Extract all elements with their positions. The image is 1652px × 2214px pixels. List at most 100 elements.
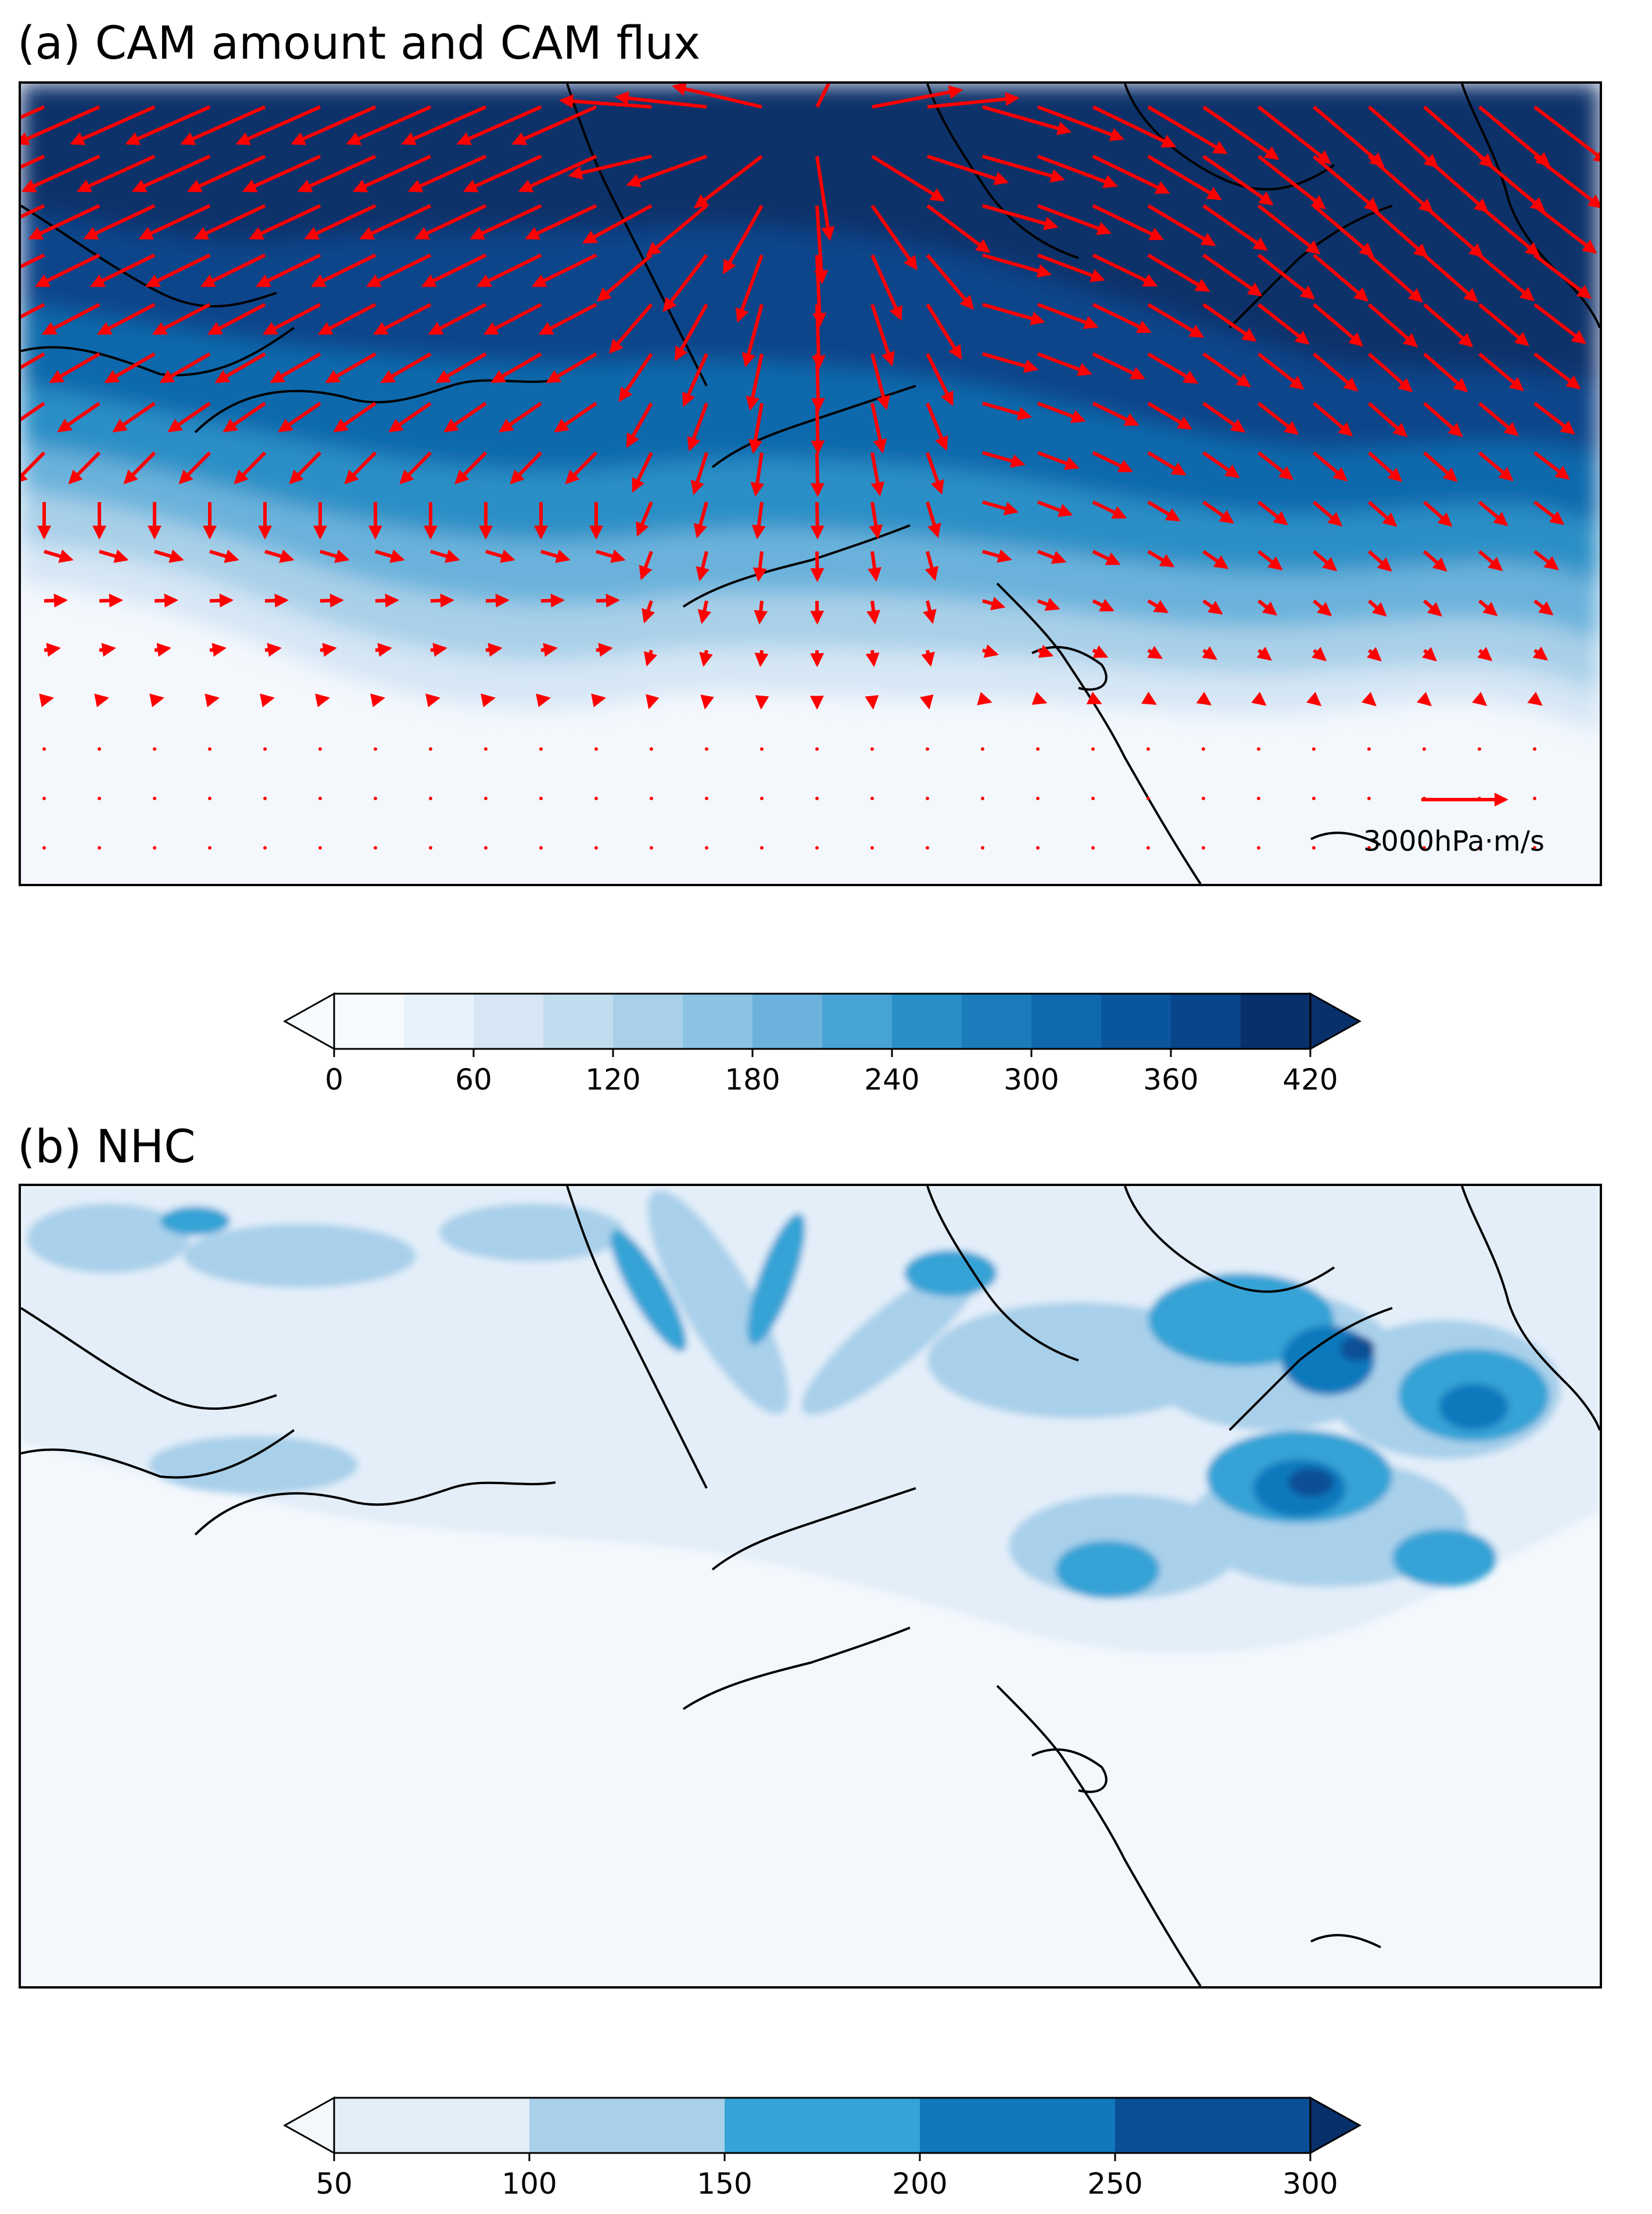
flux-vector — [1533, 500, 1565, 525]
flux-vector — [1141, 692, 1157, 705]
flux-vector — [242, 155, 321, 192]
flux-vector — [1037, 253, 1105, 282]
flux-vector — [1031, 692, 1048, 705]
flux-vector — [304, 204, 377, 240]
flux-vector — [1533, 303, 1586, 345]
flux-vector — [926, 254, 974, 310]
flux-vector — [485, 643, 503, 657]
flux-vector-dot — [1257, 797, 1260, 800]
flux-vector — [260, 693, 275, 708]
flux-vector — [1423, 599, 1442, 617]
flux-vector — [76, 155, 156, 192]
flux-vector — [1147, 451, 1187, 476]
flux-vector — [927, 155, 1009, 185]
flux-vector — [868, 551, 881, 582]
flux-vector — [924, 551, 939, 581]
flux-vector — [44, 549, 74, 563]
flux-vector — [1423, 253, 1479, 303]
flux-vector-dot — [1202, 846, 1205, 850]
flux-vector — [618, 353, 653, 402]
flux-vector — [1147, 500, 1181, 522]
flux-vector — [626, 402, 653, 448]
flux-vector — [235, 105, 321, 145]
flux-vector — [463, 155, 542, 192]
flux-vector — [722, 205, 764, 274]
colorbar-a-segment — [962, 994, 1032, 1049]
flux-vector — [154, 643, 171, 657]
flux-vector — [401, 105, 487, 145]
flux-vector — [454, 451, 488, 485]
flux-vector — [264, 643, 282, 657]
flux-vector — [430, 643, 447, 657]
flux-vector-dot — [1312, 747, 1316, 751]
colorbar-a-segment — [404, 994, 474, 1049]
panel-a-title: (a) CAM amount and CAM flux — [17, 17, 701, 70]
flux-vector — [540, 643, 558, 657]
flux-vector — [223, 402, 266, 433]
flux-vector — [923, 600, 937, 624]
flux-vector-dot — [1367, 846, 1371, 850]
flux-vector — [1533, 253, 1592, 299]
flux-vector — [1423, 352, 1468, 392]
flux-vector — [642, 600, 655, 624]
colorbar-a-tick-label: 60 — [455, 1063, 492, 1097]
flux-vector — [209, 549, 239, 563]
flux-vector — [370, 693, 385, 708]
colorbar-b-svg: 50 100 150 200 250 300 — [282, 2096, 1362, 2201]
colorbar-a-over-triangle — [1309, 992, 1362, 1051]
flux-vector-dot — [594, 846, 598, 850]
flux-vector — [982, 253, 1052, 278]
flux-vector — [636, 501, 653, 537]
flux-vector — [375, 643, 392, 657]
flux-vector — [187, 155, 266, 192]
colorbar-a: 0 60 120 180 240 300 360 420 — [282, 982, 1362, 1097]
colorbar-a-segment — [1171, 994, 1241, 1049]
flux-vector — [21, 451, 46, 485]
flux-vector-dot — [42, 747, 46, 751]
flux-vector-dot — [208, 797, 212, 800]
flux-vector-dot — [1036, 797, 1040, 800]
flux-vector — [1037, 550, 1067, 564]
flux-vector — [68, 451, 101, 485]
flux-vector-dot — [815, 846, 819, 850]
flux-vector — [470, 204, 542, 240]
flux-vector — [982, 451, 1026, 468]
flux-vector — [1477, 647, 1493, 661]
flux-vector-dot — [1146, 747, 1150, 751]
flux-vector-dot — [1422, 846, 1426, 850]
flux-vector — [317, 303, 377, 335]
flux-vector — [443, 402, 487, 433]
flux-vector — [456, 105, 542, 145]
flux-vector — [869, 501, 883, 539]
flux-vector — [320, 643, 337, 657]
flux-vector — [982, 155, 1065, 183]
flux-vector — [536, 693, 551, 708]
flux-vector — [359, 204, 432, 240]
colorbar-a-tick-label: 240 — [864, 1063, 919, 1097]
flux-vector — [1533, 451, 1570, 480]
flux-vector — [21, 105, 101, 145]
flux-vector — [700, 694, 714, 710]
flux-vector — [518, 155, 597, 192]
flux-vector — [1257, 500, 1288, 525]
flux-vector — [1147, 303, 1205, 338]
flux-vector — [428, 303, 487, 335]
flux-vector — [214, 352, 266, 384]
cam-amount-field: 3000hPa·m/s — [21, 84, 1600, 884]
flux-vector — [1037, 155, 1118, 188]
flux-vector — [1368, 204, 1428, 258]
flux-vector — [1421, 647, 1437, 662]
flux-vector-dot — [1146, 846, 1150, 850]
flux-vector-dot — [1367, 747, 1371, 751]
flux-vector — [693, 501, 708, 539]
flux-vector — [99, 593, 123, 608]
flux-vector — [344, 451, 377, 485]
colorbar-a-segment — [683, 994, 753, 1049]
flux-vector — [1368, 451, 1403, 482]
flux-vector-dot — [374, 747, 377, 751]
flux-vector-dot — [1533, 747, 1536, 751]
flux-vector-dot — [650, 846, 653, 850]
flux-vector — [1313, 402, 1353, 437]
flux-vector — [1313, 550, 1338, 572]
flux-vector — [1037, 500, 1073, 517]
